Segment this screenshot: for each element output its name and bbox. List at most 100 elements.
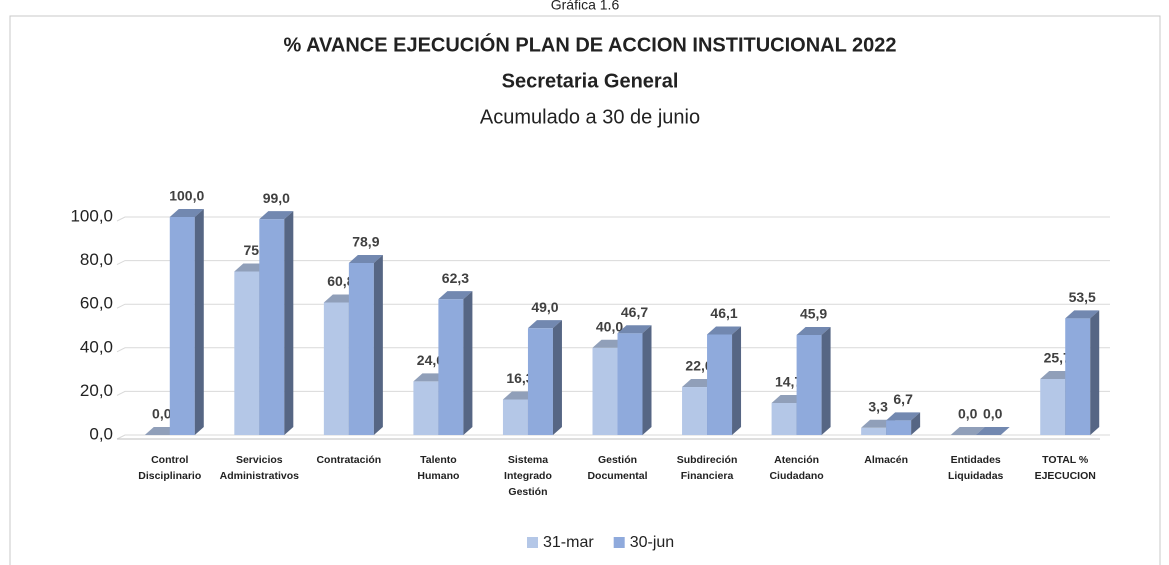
bar-top — [527, 320, 562, 329]
value-label: 45,9 — [800, 306, 827, 322]
bar-front — [323, 302, 349, 435]
bar — [707, 326, 742, 435]
bar — [259, 211, 294, 435]
bar-front — [259, 219, 285, 435]
bar-front — [707, 334, 733, 435]
value-label: 100,0 — [169, 188, 204, 204]
bar-side — [463, 291, 473, 435]
bar-side — [732, 326, 742, 435]
value-label: 16,3 — [506, 370, 533, 386]
bar-top — [259, 211, 294, 220]
bar-top — [950, 427, 985, 435]
legend-label: 31-mar — [543, 534, 594, 551]
bar-front — [771, 402, 797, 435]
bar — [169, 209, 204, 435]
bar — [796, 326, 831, 435]
bar-front — [438, 299, 464, 435]
value-label: 62,3 — [442, 270, 469, 286]
bar — [527, 320, 562, 435]
y-tick-label: 60,0 — [80, 294, 113, 313]
grid-line — [116, 303, 1110, 309]
bar-top — [1065, 310, 1100, 319]
value-label: 25,7 — [1044, 350, 1071, 366]
bar-side — [194, 209, 204, 435]
bar — [886, 412, 921, 435]
x-tick-label: Gestión Documental — [587, 454, 648, 482]
value-label: 46,7 — [621, 304, 648, 320]
y-tick-label: 40,0 — [80, 337, 113, 356]
bar-front — [886, 420, 912, 435]
chart-title: % AVANCE EJECUCIÓN PLAN DE ACCION INSTIT… — [283, 32, 896, 56]
bar — [617, 325, 652, 435]
x-tick-label: Entidades Liquidadas — [947, 454, 1004, 482]
x-tick-label: Subdireción Financiera — [676, 454, 738, 482]
chart-note: Acumulado a 30 de junio — [480, 106, 700, 128]
caption: Gráfica 1.6 — [551, 0, 620, 13]
bar — [348, 254, 383, 435]
bar-front — [502, 399, 528, 435]
bar-top — [617, 325, 652, 334]
value-label: 0,0 — [152, 406, 172, 422]
x-tick-label: Control Disciplinario — [138, 454, 202, 482]
grid-line — [116, 390, 1110, 396]
bar-side — [284, 211, 294, 435]
bar-front — [796, 334, 822, 435]
bar-front — [592, 347, 618, 435]
bar-side — [642, 325, 652, 435]
value-label: 46,1 — [710, 305, 737, 321]
bar — [975, 427, 1010, 435]
bar-top — [348, 254, 383, 263]
x-tick-label: TOTAL % EJECUCION — [1034, 454, 1096, 482]
bar — [950, 427, 985, 435]
bar-front — [413, 381, 439, 435]
bar-top — [975, 427, 1010, 435]
bar-top — [886, 412, 921, 421]
value-label: 0,0 — [983, 406, 1003, 422]
value-label: 3,3 — [868, 399, 888, 415]
value-label: 60,8 — [327, 273, 354, 289]
value-label: 75 — [244, 242, 260, 258]
bar-top — [707, 326, 742, 335]
value-label: 14,7 — [775, 374, 802, 390]
bar-top — [169, 209, 204, 217]
bar-front — [348, 262, 374, 435]
bar-side — [821, 326, 831, 435]
legend-swatch — [613, 537, 625, 548]
grid-line — [116, 347, 1110, 353]
bar-side — [911, 412, 921, 435]
value-label: 78,9 — [352, 234, 379, 250]
value-label: 24,6 — [417, 352, 444, 368]
x-tick-label: Atención Ciudadano — [769, 454, 824, 482]
x-tick-label: Almacén — [864, 454, 909, 466]
bar — [438, 291, 473, 435]
bar-side — [552, 320, 562, 435]
bar-front — [682, 387, 708, 435]
bar-front — [1065, 318, 1091, 435]
bar — [1065, 310, 1100, 435]
value-label: 22,0 — [685, 358, 712, 374]
bar-front — [169, 217, 195, 435]
y-tick-label: 20,0 — [80, 381, 113, 400]
legend-label: 30-jun — [630, 534, 674, 551]
y-tick-label: 100,0 — [70, 206, 113, 225]
grid-line — [116, 260, 1110, 266]
x-tick-label: Talento Humano — [417, 454, 460, 482]
bar-top — [796, 326, 831, 335]
y-tick-label: 0,0 — [89, 424, 113, 443]
bar-front — [234, 271, 260, 435]
y-tick-label: 80,0 — [80, 250, 113, 269]
chart-subtitle: Secretaria General — [502, 70, 679, 92]
value-label: 99,0 — [263, 190, 290, 206]
legend-swatch — [527, 537, 538, 548]
grid-line — [116, 216, 1110, 222]
bar-front — [861, 427, 887, 435]
x-tick-label: Servicios Administrativos — [219, 454, 299, 482]
bar-front — [617, 333, 643, 435]
x-tick-label: Contratación — [316, 454, 382, 466]
bar-front — [1040, 378, 1066, 435]
bar-front — [527, 328, 553, 435]
value-label: 49,0 — [531, 299, 558, 315]
bar-side — [1090, 310, 1100, 435]
